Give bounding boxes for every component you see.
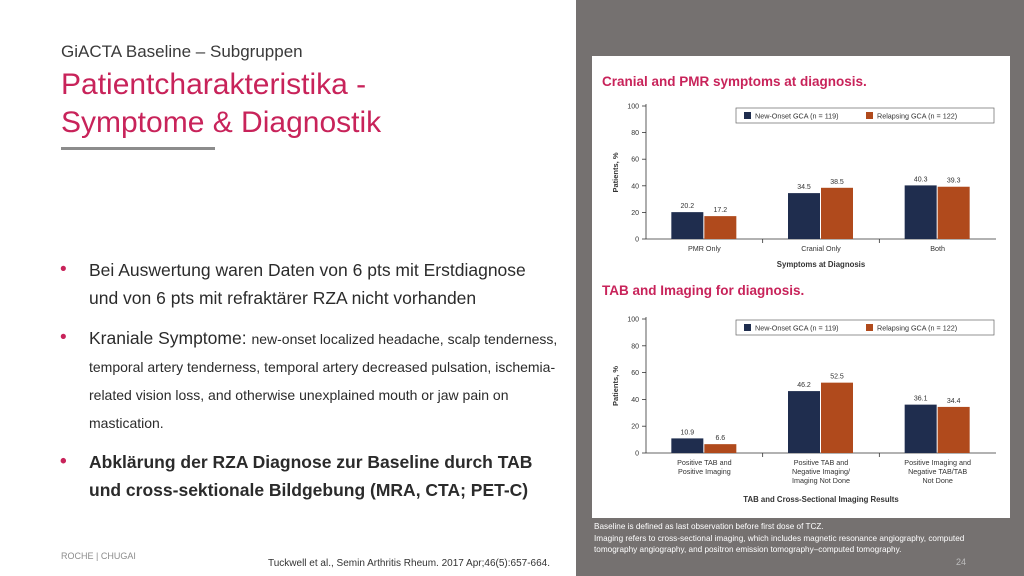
- bar-value-label: 40.3: [914, 176, 928, 183]
- bar-value-label: 38.5: [830, 179, 844, 186]
- legend-box: [735, 107, 995, 124]
- bar: [671, 212, 704, 239]
- bar: [671, 438, 704, 453]
- legend-swatch: [866, 324, 873, 331]
- slide-title: Patientcharakteristika - Symptome & Diag…: [61, 68, 382, 139]
- legend-label: Relapsing GCA (n = 122): [877, 324, 957, 333]
- y-tick-label: 20: [631, 210, 639, 217]
- bar: [704, 216, 737, 239]
- bar: [937, 186, 970, 239]
- chart-card: Cranial and PMR symptoms at diagnosis. 0 2…: [592, 56, 1010, 518]
- bullet-detail: new-onset localized headache, scalp tend…: [89, 331, 558, 431]
- category-label: Both: [930, 244, 945, 253]
- title-underline: [61, 147, 215, 150]
- page-number: 24: [956, 557, 967, 567]
- bar-value-label: 17.2: [714, 207, 728, 214]
- legend-label: New-Onset GCA (n = 119): [755, 112, 839, 121]
- y-tick-label: 100: [627, 104, 639, 111]
- bar: [937, 406, 970, 453]
- bullet-item: • Bei Auswertung waren Daten von 6 pts m…: [58, 256, 558, 312]
- y-tick-label: 100: [627, 317, 639, 324]
- y-tick-label: 0: [635, 237, 639, 244]
- y-tick-label: 80: [631, 130, 639, 137]
- x-axis-label: TAB and Cross-Sectional Imaging Results: [743, 495, 899, 504]
- y-tick-label: 60: [631, 370, 639, 377]
- category-label: Imaging Not Done: [792, 476, 850, 485]
- bar-value-label: 52.5: [830, 374, 844, 381]
- bar-value-label: 39.3: [947, 178, 961, 185]
- bar-value-label: 10.9: [681, 429, 695, 436]
- bar: [821, 187, 853, 239]
- y-tick-label: 80: [631, 343, 639, 350]
- bullet-text: Bei Auswertung waren Daten von 6 pts mit…: [89, 260, 526, 308]
- x-axis-label: Symptoms at Diagnosis: [777, 260, 866, 269]
- legend-label: Relapsing GCA (n = 122): [877, 112, 957, 121]
- category-label: Negative TAB/TAB: [908, 467, 967, 476]
- bullet-lead: Kraniale Symptome:: [89, 328, 252, 348]
- bar-value-label: 46.2: [797, 382, 811, 389]
- bar: [904, 404, 937, 453]
- slide-subtitle: GiACTA Baseline – Subgruppen: [61, 42, 303, 61]
- bar-value-label: 34.5: [797, 184, 811, 191]
- y-tick-label: 40: [631, 397, 639, 404]
- category-label: Not Done: [922, 476, 952, 485]
- y-axis-label: Patients, %: [611, 366, 620, 406]
- category-label: Cranial Only: [801, 244, 841, 253]
- bar: [904, 185, 937, 239]
- legend-swatch: [744, 324, 751, 331]
- brand-label: ROCHE | CHUGAI: [61, 551, 136, 561]
- chart-title: Cranial and PMR symptoms at diagnosis.: [602, 74, 867, 89]
- y-tick-label: 40: [631, 183, 639, 190]
- bullet-item: • Abklärung der RZA Diagnose zur Baselin…: [58, 448, 558, 504]
- category-label: PMR Only: [688, 244, 721, 253]
- bar: [704, 444, 737, 453]
- y-axis-label: Patients, %: [611, 152, 620, 192]
- bullet-dot-icon: •: [60, 259, 67, 280]
- chart-title: TAB and Imaging for diagnosis.: [602, 283, 804, 298]
- footnote-line: Baseline is defined as last observation …: [594, 522, 824, 531]
- bullet-dot-icon: •: [60, 327, 67, 348]
- bullet-item: • Kraniale Symptome: new-onset localized…: [58, 324, 558, 436]
- category-label: Positive TAB and: [677, 458, 731, 467]
- footnote-line: Imaging refers to cross-sectional imagin…: [594, 533, 965, 543]
- bullet-dot-icon: •: [60, 451, 67, 472]
- bar-value-label: 34.4: [947, 398, 961, 405]
- category-label: Positive Imaging: [678, 467, 731, 476]
- citation: Tuckwell et al., Semin Arthritis Rheum. …: [268, 558, 550, 569]
- category-label: Positive TAB and: [794, 458, 848, 467]
- bar: [788, 193, 820, 239]
- bar-value-label: 6.6: [715, 435, 725, 442]
- bullet-list: • Bei Auswertung waren Daten von 6 pts m…: [58, 256, 558, 516]
- footnote-line: tomography angiography, and positron emi…: [594, 545, 902, 554]
- bar: [821, 382, 853, 453]
- y-tick-label: 20: [631, 424, 639, 431]
- category-label: Positive Imaging and: [904, 458, 971, 467]
- chart-footnote: Baseline is defined as last observation …: [594, 521, 1014, 556]
- legend-box: [735, 319, 995, 336]
- legend-swatch: [744, 112, 751, 119]
- y-tick-label: 0: [635, 451, 639, 458]
- bar-value-label: 20.2: [681, 203, 695, 210]
- bar-value-label: 36.1: [914, 396, 928, 403]
- category-label: Negative Imaging/: [792, 467, 850, 476]
- y-tick-label: 60: [631, 157, 639, 164]
- bar: [788, 391, 820, 453]
- legend-label: New-Onset GCA (n = 119): [755, 324, 839, 333]
- legend-swatch: [866, 112, 873, 119]
- charts-figure: Cranial and PMR symptoms at diagnosis. 0 2…: [602, 74, 996, 504]
- bullet-text: Abklärung der RZA Diagnose zur Baseline …: [89, 452, 533, 500]
